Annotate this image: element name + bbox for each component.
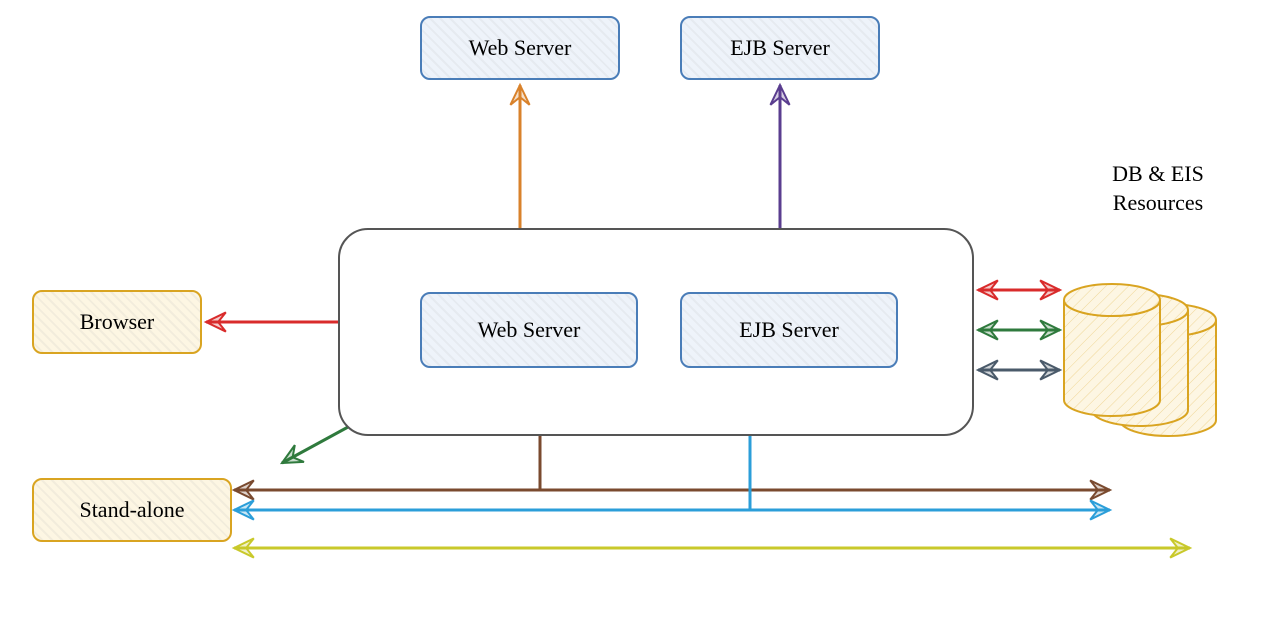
node-standalone: Stand-alone — [32, 478, 232, 542]
node-ejb-top: EJB Server — [680, 16, 880, 80]
node-label: Browser — [80, 309, 155, 335]
db-label: DB & EIS Resources — [1088, 160, 1228, 217]
node-ejb-mid: EJB Server — [680, 292, 898, 368]
node-label: EJB Server — [730, 35, 830, 61]
node-web-mid: Web Server — [420, 292, 638, 368]
node-label: Web Server — [478, 317, 581, 343]
arrow-cont-to-db-green — [978, 320, 1060, 339]
arrow-cont-to-db-slate — [978, 360, 1060, 379]
node-web-top: Web Server — [420, 16, 620, 80]
arrow-cont-to-db-red — [978, 280, 1060, 299]
node-label: Stand-alone — [79, 497, 184, 523]
node-browser: Browser — [32, 290, 202, 354]
node-label: Web Server — [469, 35, 572, 61]
arrow-olive-path — [234, 538, 1190, 557]
node-label: EJB Server — [739, 317, 839, 343]
